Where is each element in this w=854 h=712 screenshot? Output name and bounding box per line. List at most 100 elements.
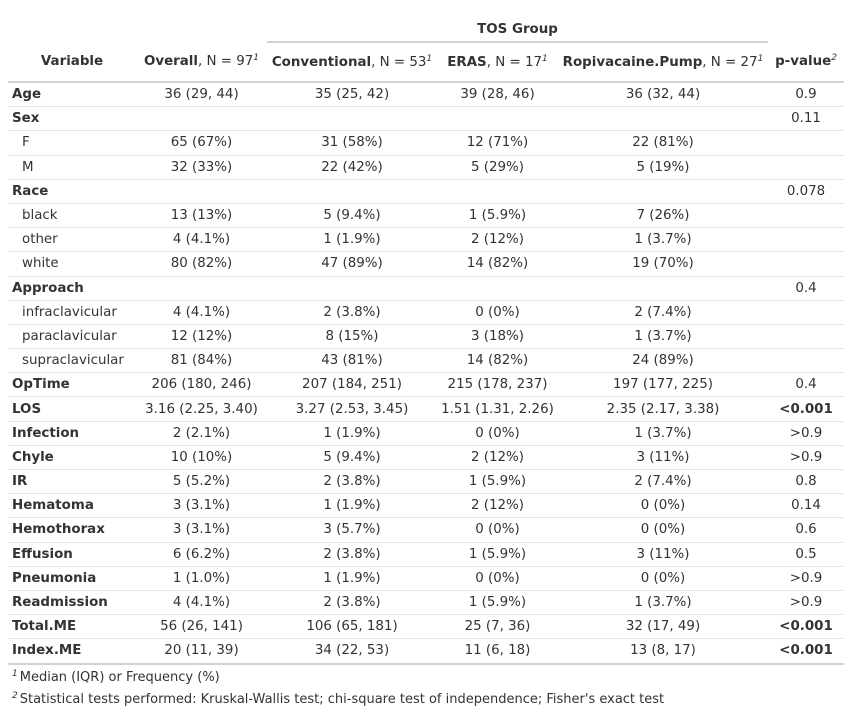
cell-p-value: >0.9 <box>768 590 845 616</box>
variable-label: Hemothorax <box>8 517 136 543</box>
cell-conventional: 207 (184, 251) <box>267 372 437 398</box>
variable-label: IR <box>8 469 136 495</box>
cell-overall: 206 (180, 246) <box>136 372 267 398</box>
cell-eras <box>437 179 558 204</box>
cell-ropivacaine-pump: 1 (3.7%) <box>558 324 769 350</box>
level-label: white <box>8 251 136 277</box>
cell-overall <box>136 179 267 204</box>
cell-overall: 3 (3.1%) <box>136 493 267 519</box>
cell-overall: 4 (4.1%) <box>136 590 267 616</box>
cell-conventional: 1 (1.9%) <box>267 566 437 591</box>
table-body: Age 36 (29, 44) 35 (25, 42) 39 (28, 46) 36 (… <box>8 82 845 665</box>
cell-overall: 13 (13%) <box>136 203 267 229</box>
cell-conventional: 3.27 (2.53, 3.45) <box>267 396 437 422</box>
level-label: F <box>8 130 136 156</box>
cell-ropivacaine-pump <box>558 106 769 132</box>
level-label: supraclavicular <box>8 348 136 374</box>
cell-eras: 0 (0%) <box>437 566 558 591</box>
cell-p-value: 0.9 <box>768 82 845 108</box>
cell-eras: 1.51 (1.31, 2.26) <box>437 396 558 422</box>
cell-overall: 4 (4.1%) <box>136 300 267 325</box>
cell-p-value: <0.001 <box>768 614 845 640</box>
table-row: OpTime 206 (180, 246) 207 (184, 251) 215 (1… <box>8 372 845 398</box>
table-row: other 4 (4.1%) 1 (1.9%) 2 (12%) 1 (3.7%) <box>8 227 845 253</box>
cell-overall: 3.16 (2.25, 3.40) <box>136 396 267 422</box>
cell-eras: 11 (6, 18) <box>437 638 558 665</box>
table-row: Pneumonia 1 (1.0%) 1 (1.9%) 0 (0%) 0 (0%) >0.… <box>8 566 845 591</box>
cell-p-value <box>768 348 845 374</box>
variable-label: Effusion <box>8 542 136 567</box>
cell-p-value: 0.6 <box>768 517 845 543</box>
cell-eras: 1 (5.9%) <box>437 542 558 567</box>
cell-conventional: 2 (3.8%) <box>267 300 437 325</box>
cell-overall: 80 (82%) <box>136 251 267 277</box>
table-row: Hemothorax 3 (3.1%) 3 (5.7%) 0 (0%) 0 (0%) 0.… <box>8 517 845 543</box>
variable-label: Infection <box>8 421 136 446</box>
cell-overall: 65 (67%) <box>136 130 267 156</box>
cell-ropivacaine-pump: 197 (177, 225) <box>558 372 769 398</box>
cell-eras: 0 (0%) <box>437 517 558 543</box>
cell-eras <box>437 106 558 132</box>
table-row: Total.ME 56 (26, 141) 106 (65, 181) 25 (7, … <box>8 614 845 640</box>
cell-ropivacaine-pump: 0 (0%) <box>558 517 769 543</box>
cell-p-value: >0.9 <box>768 445 845 471</box>
column-header-overall: Overall, N = 971 <box>136 42 267 83</box>
cell-p-value: >0.9 <box>768 566 845 591</box>
cell-overall: 36 (29, 44) <box>136 82 267 108</box>
cell-conventional: 2 (3.8%) <box>267 590 437 616</box>
level-label: black <box>8 203 136 229</box>
cell-conventional: 1 (1.9%) <box>267 493 437 519</box>
cell-ropivacaine-pump <box>558 179 769 204</box>
cell-eras: 1 (5.9%) <box>437 203 558 229</box>
cell-conventional: 106 (65, 181) <box>267 614 437 640</box>
cell-overall: 1 (1.0%) <box>136 566 267 591</box>
table-row: Effusion 6 (6.2%) 2 (3.8%) 1 (5.9%) 3 (11%) 0… <box>8 542 845 567</box>
cell-p-value <box>768 203 845 229</box>
cell-ropivacaine-pump: 3 (11%) <box>558 542 769 567</box>
cell-ropivacaine-pump: 1 (3.7%) <box>558 590 769 616</box>
cell-eras: 2 (12%) <box>437 227 558 253</box>
cell-p-value: 0.4 <box>768 276 845 301</box>
column-header-p-value: p-value2 <box>768 42 845 83</box>
cell-conventional: 1 (1.9%) <box>267 421 437 446</box>
variable-label: Readmission <box>8 590 136 616</box>
table-row: infraclavicular 4 (4.1%) 2 (3.8%) 0 (0%) 2 (… <box>8 300 845 325</box>
cell-ropivacaine-pump: 0 (0%) <box>558 566 769 591</box>
cell-conventional: 3 (5.7%) <box>267 517 437 543</box>
cell-conventional <box>267 106 437 132</box>
table-row: Age 36 (29, 44) 35 (25, 42) 39 (28, 46) 36 (… <box>8 82 845 108</box>
cell-p-value: 0.14 <box>768 493 845 519</box>
summary-table-container: TOS Group Variable Overall, N = 971 Conv… <box>8 8 845 711</box>
cell-conventional <box>267 179 437 204</box>
cell-eras: 1 (5.9%) <box>437 590 558 616</box>
level-label: paraclavicular <box>8 324 136 350</box>
spanner-label: TOS Group <box>267 8 769 43</box>
table-row: Index.ME 20 (11, 39) 34 (22, 53) 11 (6, 18)… <box>8 638 845 665</box>
table-row: Readmission 4 (4.1%) 2 (3.8%) 1 (5.9%) 1 (3.… <box>8 590 845 616</box>
cell-overall <box>136 276 267 301</box>
cell-eras: 14 (82%) <box>437 348 558 374</box>
cell-overall: 56 (26, 141) <box>136 614 267 640</box>
cell-p-value: <0.001 <box>768 638 845 665</box>
cell-ropivacaine-pump: 24 (89%) <box>558 348 769 374</box>
cell-conventional: 2 (3.8%) <box>267 542 437 567</box>
cell-eras: 12 (71%) <box>437 130 558 156</box>
cell-ropivacaine-pump: 1 (3.7%) <box>558 227 769 253</box>
cell-conventional: 22 (42%) <box>267 155 437 180</box>
cell-p-value: >0.9 <box>768 421 845 446</box>
table-row: Infection 2 (2.1%) 1 (1.9%) 0 (0%) 1 (3.7%) >… <box>8 421 845 446</box>
table-row: IR 5 (5.2%) 2 (3.8%) 1 (5.9%) 2 (7.4%) 0.8 <box>8 469 845 495</box>
table-row: F 65 (67%) 31 (58%) 12 (71%) 22 (81%) <box>8 130 845 156</box>
cell-overall: 6 (6.2%) <box>136 542 267 567</box>
table-row: LOS 3.16 (2.25, 3.40) 3.27 (2.53, 3.45) 1.5… <box>8 396 845 422</box>
cell-overall: 10 (10%) <box>136 445 267 471</box>
table-row: black 13 (13%) 5 (9.4%) 1 (5.9%) 7 (26%) <box>8 203 845 229</box>
variable-label: OpTime <box>8 372 136 398</box>
cell-conventional: 5 (9.4%) <box>267 445 437 471</box>
cell-conventional: 34 (22, 53) <box>267 638 437 665</box>
column-header-ropivacaine-pump: Ropivacaine.Pump, N = 271 <box>558 42 769 83</box>
cell-eras: 2 (12%) <box>437 445 558 471</box>
column-header-variable: Variable <box>8 42 136 83</box>
level-label: infraclavicular <box>8 300 136 325</box>
variable-label: Race <box>8 179 136 204</box>
